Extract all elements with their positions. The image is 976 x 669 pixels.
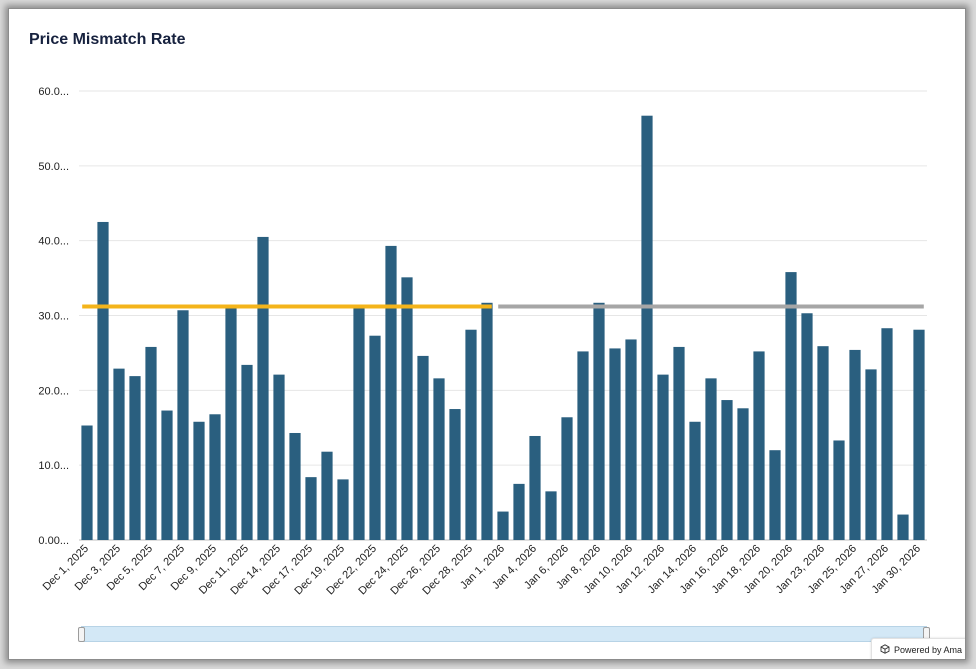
bar[interactable] [769,450,781,540]
range-scrollbar-track[interactable] [81,626,927,642]
bar[interactable] [257,236,269,541]
bar[interactable] [529,435,541,540]
bar[interactable] [433,378,445,540]
bar[interactable] [689,421,701,540]
bar[interactable] [625,339,637,540]
bar[interactable] [289,432,301,540]
bar[interactable] [177,310,189,540]
bar[interactable] [97,221,109,541]
bar[interactable] [561,417,573,540]
bar[interactable] [193,421,205,540]
cube-icon [880,644,890,654]
bar[interactable] [721,400,733,540]
bar[interactable] [609,348,621,540]
y-tick-label: 40.0... [38,236,69,248]
bar[interactable] [817,346,829,540]
bar[interactable] [225,308,237,540]
bar[interactable] [465,329,477,540]
bar-chart: 0.00... 10.0... 20.0... 30.0... 40.0... 50.0.… [38,86,927,597]
y-tick-label: 10.0... [38,460,69,472]
bar[interactable] [497,511,509,540]
bar[interactable] [833,440,845,540]
chart-card: Price Mismatch Rate 0.00... 10.0... 20.0..… [8,8,966,660]
bar[interactable] [369,335,381,540]
bar[interactable] [577,351,589,540]
y-tick-label: 50.0... [38,161,69,173]
bar[interactable] [673,346,685,540]
bar[interactable] [417,355,429,540]
bar[interactable] [449,409,461,540]
bar[interactable] [849,349,861,540]
bar[interactable] [81,425,93,540]
bar[interactable] [641,115,653,540]
bar[interactable] [321,451,333,540]
bar[interactable] [209,414,221,540]
bar[interactable] [545,491,557,540]
bar[interactable] [113,368,125,540]
bar[interactable] [145,346,157,540]
bar[interactable] [161,410,173,540]
y-tick-label: 0.00... [38,535,69,547]
bar[interactable] [913,329,925,540]
bar[interactable] [353,308,365,540]
chart-title: Price Mismatch Rate [29,31,186,48]
bar[interactable] [401,277,413,540]
bar[interactable] [737,408,749,540]
bar[interactable] [385,245,397,540]
bar[interactable] [657,374,669,540]
bar[interactable] [337,479,349,540]
bar[interactable] [129,376,141,540]
bar[interactable] [273,374,285,540]
range-start-handle[interactable] [78,627,85,642]
y-tick-label: 60.0... [38,86,69,98]
bar[interactable] [481,302,493,540]
powered-by-badge[interactable]: Powered by Ama [871,638,965,659]
bar[interactable] [513,483,525,540]
y-tick-label: 20.0... [38,385,69,397]
bar[interactable] [241,364,253,540]
bar[interactable] [305,477,317,540]
bar[interactable] [897,514,909,540]
bar[interactable] [801,313,813,540]
bar[interactable] [705,378,717,540]
bar[interactable] [785,272,797,540]
bar[interactable] [865,369,877,540]
bar[interactable] [593,302,605,540]
bar[interactable] [753,351,765,540]
y-tick-label: 30.0... [38,311,69,323]
powered-by-text: Powered by Ama [894,645,963,655]
bar[interactable] [881,328,893,540]
